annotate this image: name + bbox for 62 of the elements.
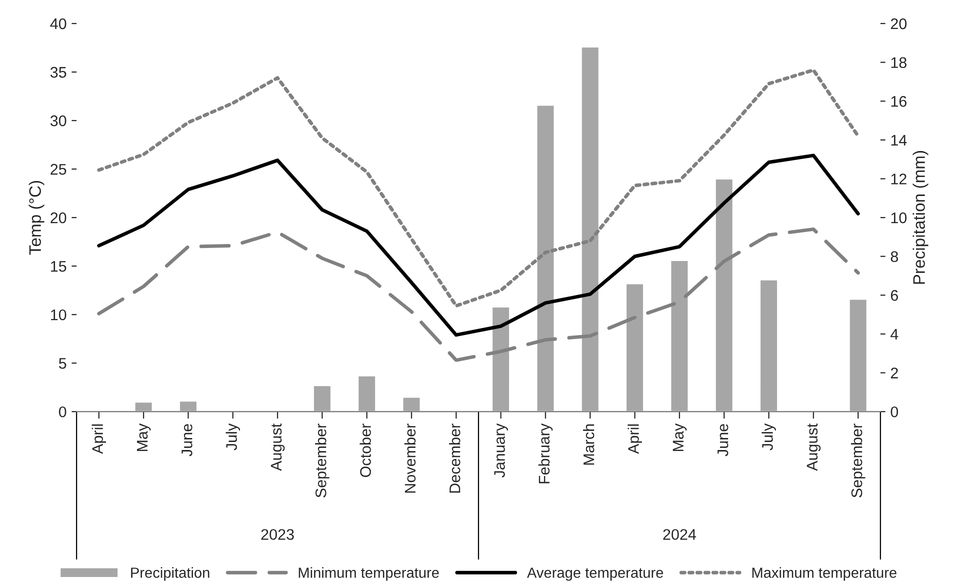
y2-tick-label: 10: [891, 212, 907, 224]
bar: [580, 46, 600, 412]
x-tick-label: May: [672, 423, 687, 452]
text: 2024: [663, 529, 696, 540]
bar: [491, 306, 510, 412]
bar: [312, 384, 332, 412]
y2-tick-label: 20: [890, 18, 907, 30]
y-tick-label: 5: [58, 358, 66, 369]
bar: [536, 104, 556, 412]
y-tick-label: 40: [50, 18, 66, 30]
y2-tick-label: 16: [891, 96, 906, 107]
bar: [625, 282, 644, 412]
x-tick-label: July: [762, 423, 776, 450]
x-tick-label: January: [494, 423, 508, 478]
y-tick-label: 35: [50, 66, 66, 78]
legend-label: Maximum temperature: [752, 567, 896, 581]
bar: [759, 278, 778, 412]
y-tick-label: 20: [50, 212, 66, 224]
x-tick-label: June: [718, 424, 728, 456]
bar: [670, 260, 690, 412]
bar: [178, 400, 198, 412]
x-tick-label: September: [850, 424, 866, 498]
x-tick-label: May: [136, 423, 151, 452]
y2-tick-label: 2: [890, 368, 898, 378]
x-tick-label: July: [226, 423, 240, 450]
y2-tick-label: 0: [890, 406, 898, 418]
y2-tick-label: 6: [890, 290, 898, 301]
y-tick-label: 25: [50, 164, 66, 175]
x-tick-label: March: [583, 424, 594, 465]
line-series: [97, 154, 860, 337]
x-tick-label: August: [270, 424, 285, 471]
x-tick-label: February: [538, 423, 553, 484]
bar: [714, 178, 734, 412]
text: 2023: [261, 529, 294, 540]
y-tick-label: 10: [51, 309, 66, 320]
legend-label: Average temperature: [527, 568, 664, 581]
y-tick-label: 15: [51, 261, 66, 272]
bar: [402, 396, 422, 412]
bar: [848, 298, 868, 412]
x-tick-label: September: [315, 424, 330, 498]
y-axis-title: Temp (°C): [28, 181, 44, 255]
bar: [357, 375, 376, 412]
x-tick-label: October: [360, 424, 371, 478]
y2-tick-label: 8: [890, 251, 898, 262]
y2-tick-label: 18: [891, 57, 906, 68]
y2-tick-label: 4: [890, 329, 898, 340]
y-tick-label: 0: [58, 406, 66, 418]
x-tick-label: April: [92, 424, 106, 454]
legend-label: Precipitation: [131, 567, 210, 581]
line-series: [97, 227, 860, 362]
y-tick-label: 30: [50, 115, 66, 126]
line-series: [97, 68, 860, 308]
y2-tick-label: 14: [891, 134, 907, 146]
y2-axis-title: Precipitation (mm): [912, 150, 928, 284]
legend-label: Minimum temperature: [298, 567, 439, 581]
x-tick-label: April: [628, 424, 642, 454]
x-tick-label: December: [449, 424, 460, 493]
x-tick-label: November: [404, 424, 416, 493]
bar: [134, 401, 154, 412]
y2-tick-label: 12: [891, 174, 906, 184]
x-tick-label: August: [806, 424, 821, 471]
x-tick-label: June: [182, 424, 192, 456]
